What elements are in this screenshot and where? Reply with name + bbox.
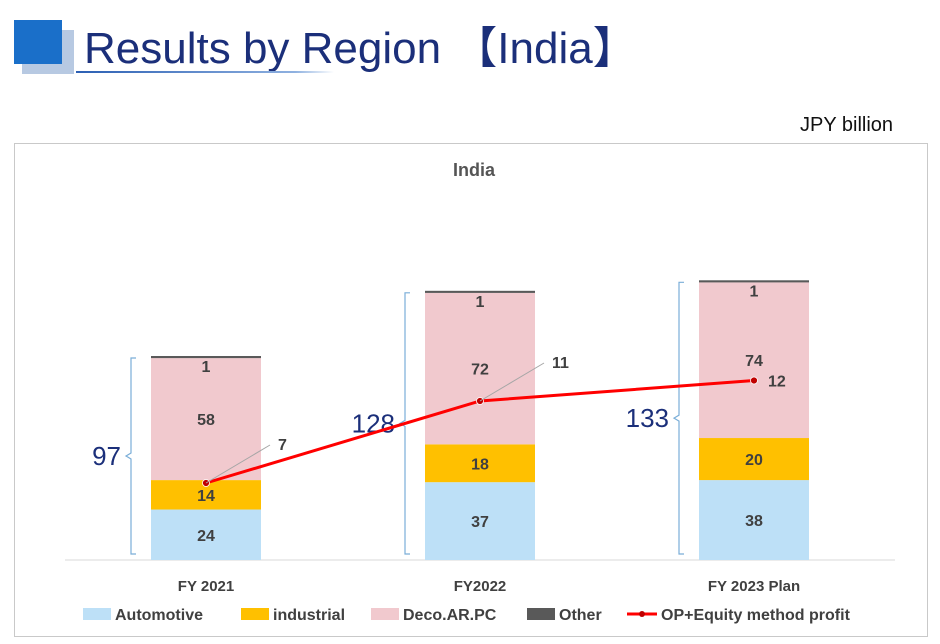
data-label-industrial-2: 18 <box>471 456 489 473</box>
bar-segment-deco-ar-pc-1 <box>151 358 261 481</box>
legend-swatch-other <box>527 608 555 620</box>
page-title: Results by Region 【India】 <box>84 24 637 73</box>
data-label-other-2: 1 <box>476 294 485 311</box>
bar-segment-industrial-3 <box>699 438 809 481</box>
legend-label-automotive: Automotive <box>115 607 203 624</box>
x-tick-labels: FY 2021 FY2022 FY 2023 Plan <box>178 578 800 595</box>
title-accent-square <box>14 20 62 64</box>
x-tick-label-3: FY 2023 Plan <box>708 578 800 595</box>
data-label-deco-ar-pc-2: 72 <box>471 362 489 379</box>
bar-segment-deco-ar-pc-3 <box>699 282 809 439</box>
x-tick-label-2: FY2022 <box>454 578 507 595</box>
legend-swatch-automotive <box>83 608 111 620</box>
bar-segment-other-1 <box>151 356 261 359</box>
legend-swatch-industrial <box>241 608 269 620</box>
total-label-3: 133 <box>626 403 669 433</box>
legend-label-deco-ar-pc: Deco.AR.PC <box>403 607 497 624</box>
x-tick-label-1: FY 2021 <box>178 578 234 595</box>
bar-segment-automotive-2 <box>425 482 535 560</box>
chart-title: India <box>453 160 496 180</box>
data-label-automotive-3: 38 <box>745 513 763 530</box>
total-bracket-1 <box>124 357 136 555</box>
unit-label: JPY billion <box>800 114 894 136</box>
data-label-deco-ar-pc-3: 74 <box>745 353 763 370</box>
bar-segment-automotive-1 <box>151 509 261 560</box>
legend-label-op-equity-method-profit: OP+Equity method profit <box>661 607 851 624</box>
bar-segment-other-2 <box>425 290 535 293</box>
legend-swatch-deco-ar-pc <box>371 608 399 620</box>
legend-label-other: Other <box>559 607 602 624</box>
profit-marker-3 <box>750 376 758 385</box>
bars-layer: 24 14 58 1 37 18 72 1 38 20 74 1 <box>151 280 809 560</box>
title-underline <box>76 71 334 73</box>
data-label-other-3: 1 <box>750 283 759 300</box>
legend-swatch-marker <box>639 611 645 617</box>
chart-area: India 24 14 58 1 37 18 72 1 38 20 74 1 97 128 133 7 11… <box>14 143 928 637</box>
legend-label-industrial: industrial <box>273 607 345 624</box>
bar-segment-deco-ar-pc-2 <box>425 292 535 445</box>
data-label-automotive-2: 37 <box>471 514 489 531</box>
profit-label-1: 7 <box>278 437 287 454</box>
legend: Automotive industrial Deco.AR.PC Other OP+Eq… <box>83 607 851 624</box>
data-label-other-1: 1 <box>202 359 211 376</box>
data-label-industrial-3: 20 <box>745 452 763 469</box>
total-bracket-3 <box>672 281 684 555</box>
bar-segment-other-3 <box>699 280 809 283</box>
data-label-deco-ar-pc-1: 58 <box>197 412 215 429</box>
profit-line-layer: 7 11 12 <box>202 355 786 487</box>
data-label-automotive-1: 24 <box>197 528 215 545</box>
bar-segment-industrial-2 <box>425 444 535 483</box>
data-label-industrial-1: 14 <box>197 488 215 505</box>
profit-leader-2 <box>479 362 545 402</box>
total-label-1: 97 <box>92 441 121 471</box>
profit-leader-1 <box>205 444 271 484</box>
profit-label-3: 12 <box>768 374 786 391</box>
bar-segment-automotive-3 <box>699 480 809 560</box>
profit-label-2: 11 <box>552 355 569 372</box>
